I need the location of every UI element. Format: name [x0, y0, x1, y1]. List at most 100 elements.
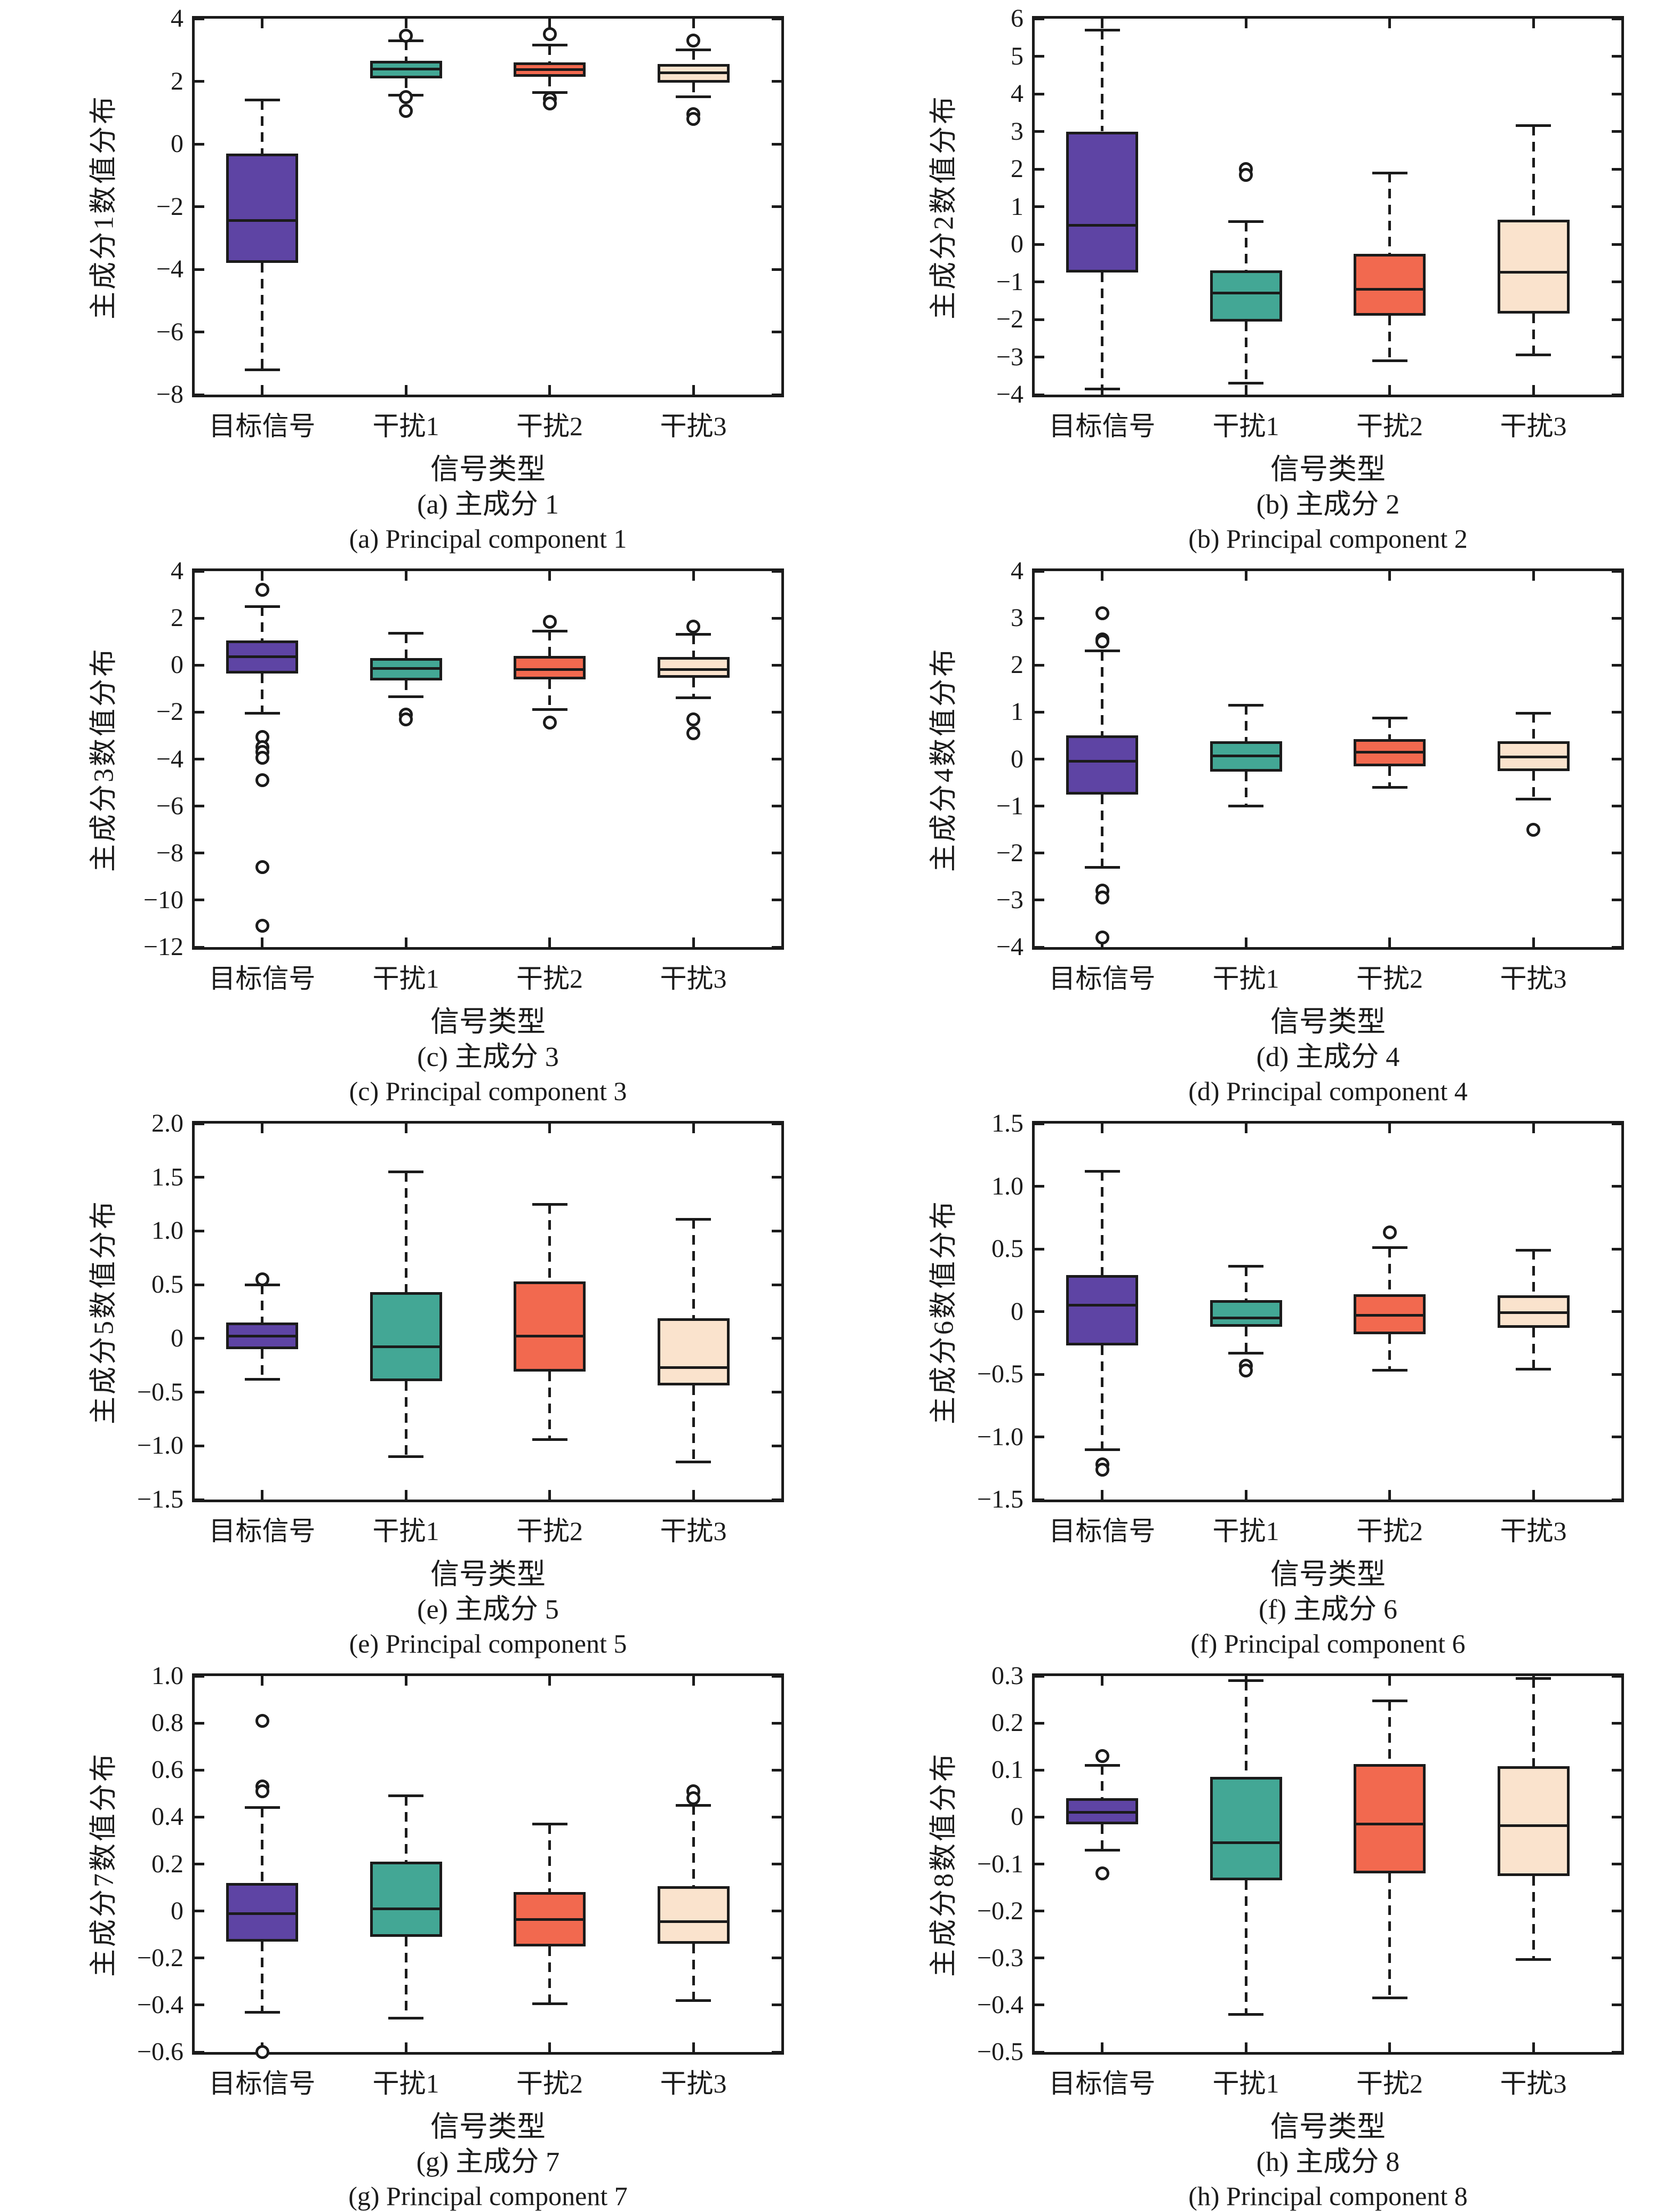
x-tick-mark [1388, 1490, 1391, 1500]
x-tick-mark [261, 385, 263, 395]
box-jam-2 [1354, 1764, 1426, 1874]
panel-c: −12 −10 −8 −6 −4 −2 0 2 4 目标信号 干扰1 干扰2 干扰3 主成分3数值分布 信号… [0, 552, 840, 1106]
y-tick-mark [195, 663, 204, 667]
y-tick-label: −0.2 [137, 1943, 183, 1972]
x-tick-mark [1532, 2042, 1535, 2052]
y-tick-mark [1035, 710, 1044, 714]
caption-en: (b) Principal component 2 [1188, 524, 1468, 554]
outlier-marker [686, 112, 700, 126]
median-line [1069, 1304, 1135, 1307]
whisker-cap-upper [676, 49, 711, 52]
median-line [1500, 755, 1567, 758]
x-category-label: 干扰3 [660, 964, 727, 993]
y-tick-label: 1 [1011, 698, 1023, 726]
outlier-marker [399, 29, 413, 43]
whisker-cap-upper [1372, 1700, 1407, 1703]
whisker-cap-lower [1372, 786, 1407, 789]
outlier-marker [686, 726, 700, 741]
y-tick-mark [1612, 243, 1621, 246]
y-tick-mark [1612, 1185, 1621, 1188]
y-tick-label: 0 [171, 1324, 183, 1352]
box-jam-2 [514, 1281, 586, 1372]
y-tick-mark [1612, 899, 1621, 902]
whisker-lower [1244, 1326, 1247, 1353]
y-tick-label: −0.3 [977, 1943, 1023, 1972]
panel-e: −1.5 −1.0 −0.5 0 0.5 1.0 1.5 2.0 目标信号 干扰1 干扰2 干扰3 主成… [0, 1105, 840, 1658]
x-tick-mark [1244, 571, 1247, 581]
caption-zh: (e) 主成分 5 [417, 1594, 559, 1625]
whisker-upper [1532, 713, 1535, 741]
whisker-lower [1244, 1880, 1247, 2015]
plot-area [192, 16, 784, 397]
y-tick-label: 1.5 [991, 1109, 1023, 1137]
y-tick-mark [195, 1444, 204, 1447]
whisker-cap-upper [388, 1794, 423, 1798]
whisker-cap-upper [532, 629, 567, 632]
x-category-label: 干扰3 [1500, 1516, 1567, 1546]
y-tick-label: −2 [996, 838, 1023, 867]
y-tick-label: 0.5 [151, 1270, 183, 1299]
whisker-cap-lower [388, 695, 423, 699]
y-tick-mark [1035, 1674, 1044, 1678]
y-tick-mark [772, 2003, 781, 2007]
whisker-lower [1101, 794, 1103, 868]
y-tick-mark [195, 710, 204, 714]
outlier-marker [686, 34, 700, 48]
median-line [516, 68, 583, 71]
y-tick-mark [1612, 1122, 1621, 1125]
whisker-upper [261, 1807, 263, 1883]
whisker-cap-lower [244, 1377, 280, 1381]
x-tick-mark [1244, 1124, 1247, 1133]
plot-inner [195, 1122, 781, 1501]
y-tick-mark [1035, 1436, 1044, 1438]
y-tick-label: −1.0 [137, 1431, 183, 1460]
whisker-upper [261, 100, 263, 154]
y-tick-mark [1035, 945, 1044, 949]
outlier-marker [1095, 635, 1109, 649]
panel-d: −4 −3 −2 −1 0 1 2 3 4 目标信号 干扰1 干扰2 干扰3 主成分4数值分布 信号类型 (d… [840, 552, 1680, 1106]
x-axis-label: 信号类型 [430, 1558, 546, 1590]
median-line [1356, 750, 1423, 754]
outlier-marker [542, 96, 557, 110]
y-tick-mark [195, 2003, 204, 2007]
whisker-lower [404, 680, 407, 697]
y-tick-mark [772, 945, 781, 949]
y-tick-label: −12 [143, 933, 183, 961]
y-tick-mark [1612, 1721, 1621, 1725]
y-tick-mark [195, 1498, 204, 1501]
y-tick-label: −0.5 [977, 2038, 1023, 2066]
whisker-cap-upper [1372, 171, 1407, 174]
median-line [1500, 1311, 1567, 1315]
y-tick-mark [195, 899, 204, 902]
whisker-cap-lower [532, 2002, 567, 2006]
median-line [372, 1907, 439, 1910]
whisker-cap-lower [532, 1438, 567, 1441]
y-tick-label: 1 [1011, 192, 1023, 221]
x-category-label: 干扰3 [660, 2069, 727, 2098]
y-tick-mark [1035, 616, 1044, 620]
y-tick-mark [772, 1337, 781, 1340]
whisker-cap-upper [1084, 28, 1120, 31]
y-tick-mark [772, 393, 781, 396]
whisker-lower [692, 678, 695, 698]
x-category-label: 目标信号 [209, 964, 316, 993]
median-line [229, 1912, 295, 1915]
median-line [1212, 754, 1279, 757]
y-tick-label: 4 [1011, 79, 1023, 108]
x-tick-mark [692, 385, 695, 395]
y-tick-mark [1035, 758, 1044, 760]
x-category-label: 干扰3 [660, 1516, 727, 1546]
y-tick-mark [772, 663, 781, 667]
median-line [1500, 1824, 1567, 1827]
y-tick-mark [1612, 92, 1621, 95]
x-tick-mark [692, 1124, 695, 1133]
x-category-label: 干扰3 [660, 411, 727, 441]
outlier-marker [1526, 822, 1540, 837]
y-axis-label: 主成分4数值分布 [929, 646, 959, 872]
box-target-signal [1066, 1275, 1138, 1345]
y-tick-label: −3 [996, 342, 1023, 371]
whisker-cap-upper [1228, 220, 1263, 223]
outlier-marker [255, 2045, 269, 2059]
whisker-cap-lower [244, 2010, 280, 2014]
x-category-label: 目标信号 [1049, 1516, 1156, 1546]
